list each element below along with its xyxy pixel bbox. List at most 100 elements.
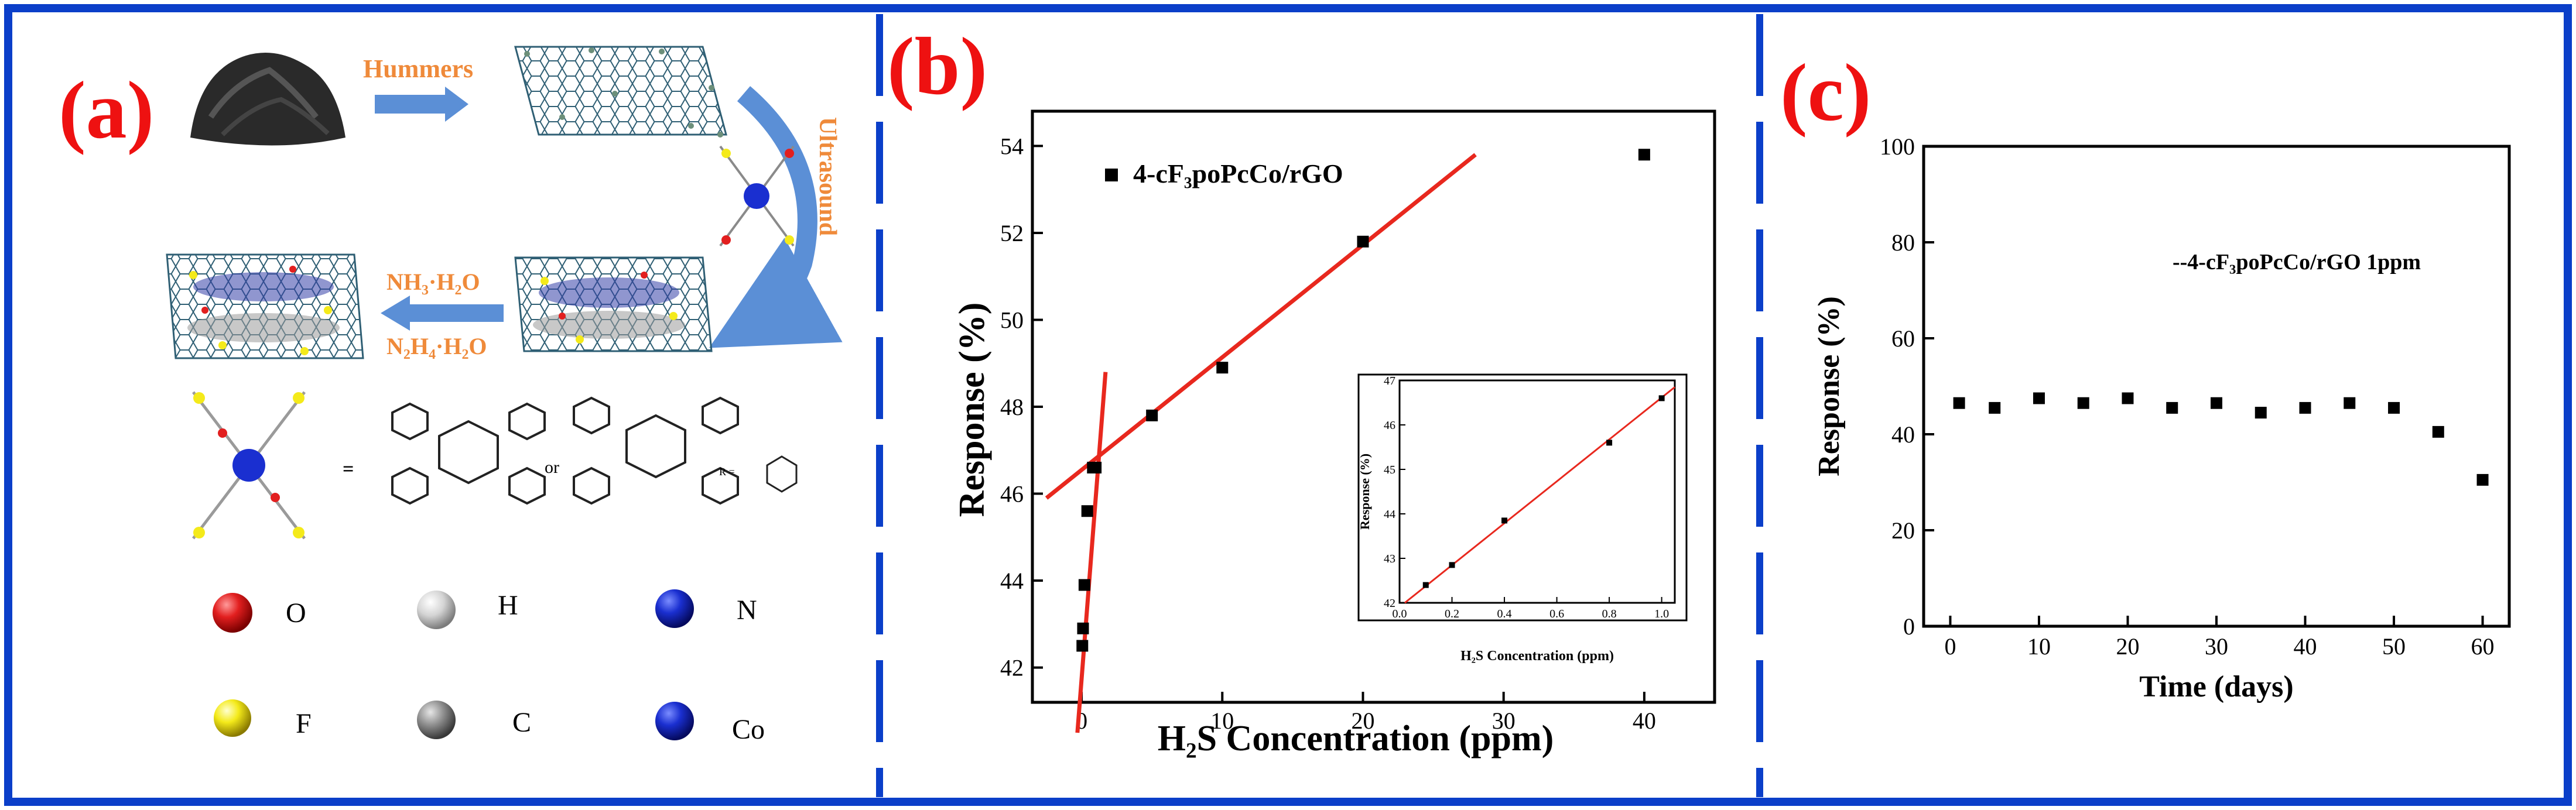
x-tick-label: 50 bbox=[2382, 633, 2406, 660]
hummers-arrow-icon bbox=[375, 87, 468, 122]
chart-b-xlabel: H₂S Concentration (ppm) bbox=[1158, 719, 1554, 758]
x-tick-label: 40 bbox=[2294, 633, 2317, 660]
carbon-sphere-icon bbox=[417, 701, 456, 739]
or-label: or bbox=[545, 458, 559, 477]
y-tick-label: 0 bbox=[1903, 613, 1915, 640]
chart-c-legend-label: --4-cF₃poPcCo/rGO 1ppm bbox=[2173, 250, 2421, 274]
y-tick-label: 46 bbox=[1000, 481, 1024, 507]
y-tick-label: 42 bbox=[1000, 655, 1024, 681]
data-point bbox=[2476, 473, 2489, 486]
inset-x-tick-label: 1.0 bbox=[1654, 608, 1669, 620]
nitrogen-sphere-icon bbox=[655, 589, 694, 628]
x-tick-label: 10 bbox=[2027, 633, 2051, 660]
inset-y-tick-label: 44 bbox=[1384, 508, 1395, 521]
chart-b-legend-label: 4-cF₃poPcCo/rGO bbox=[1133, 159, 1343, 188]
inset-points bbox=[1422, 395, 1665, 588]
x-tick-label: 10 bbox=[1210, 708, 1234, 734]
phthalocyanine-molecule-image bbox=[719, 145, 795, 247]
reduction-arrow-icon bbox=[381, 296, 504, 331]
legend-label-n: N bbox=[737, 595, 757, 626]
fit-line bbox=[1045, 153, 1477, 500]
outer-frame bbox=[4, 4, 2572, 806]
inset-data-point bbox=[1606, 440, 1613, 446]
hummers-step-label: Hummers bbox=[363, 54, 473, 83]
legend-label-h: H bbox=[498, 590, 518, 621]
inset-ylabel: Response (%) bbox=[1357, 454, 1372, 530]
x-tick-label: 20 bbox=[1351, 708, 1374, 734]
y-tick-label: 80 bbox=[1891, 229, 1915, 256]
y-tick-label: 100 bbox=[1880, 133, 1915, 160]
inset-frame bbox=[1357, 373, 1688, 622]
data-point bbox=[2211, 397, 2222, 409]
composite-left-image bbox=[166, 253, 364, 359]
x-tick-label: 20 bbox=[2116, 633, 2139, 660]
legend-label-o: O bbox=[286, 598, 306, 629]
graphene-oxide-sheet-image bbox=[514, 46, 727, 138]
r-equals-label: R = bbox=[719, 466, 735, 478]
composite-right-image bbox=[514, 256, 713, 352]
y-tick-label: 54 bbox=[1000, 133, 1024, 159]
data-point bbox=[2388, 401, 2400, 414]
chart-c-xlabel: Time (days) bbox=[2139, 670, 2293, 703]
inset-plot-area bbox=[1398, 379, 1676, 604]
x-tick-label: 40 bbox=[1633, 708, 1656, 734]
inset-x-tick-label: 0.4 bbox=[1497, 608, 1512, 620]
legend-label-f: F bbox=[296, 708, 312, 739]
chart-b-legend-marker bbox=[1105, 169, 1118, 181]
chart-b-inset: 0.0 0.2 0.4 0.6 0.8 1.0 42 43 44 45 46 47 H₂S Conce… bbox=[1357, 373, 1688, 664]
data-point bbox=[1357, 235, 1369, 248]
cobalt-sphere-icon bbox=[655, 702, 694, 740]
y-tick-label: 60 bbox=[1891, 325, 1915, 352]
chart-b-ylabel: Response (%) bbox=[952, 303, 992, 517]
chart-c-points bbox=[1953, 392, 2489, 486]
legend-label-c: C bbox=[512, 707, 531, 738]
y-tick-label: 50 bbox=[1000, 307, 1024, 333]
inset-y-tick-label: 43 bbox=[1384, 552, 1395, 565]
data-point bbox=[1953, 397, 1965, 409]
oxygen-sphere-icon bbox=[213, 593, 252, 633]
inset-data-point bbox=[1658, 395, 1665, 401]
y-tick-label: 40 bbox=[1891, 421, 1915, 448]
inset-xlabel: H₂S Concentration (ppm) bbox=[1460, 648, 1614, 664]
inset-ticks: 0.0 0.2 0.4 0.6 0.8 1.0 42 43 44 45 46 47 bbox=[1384, 375, 1669, 620]
molecule-3d-image bbox=[192, 391, 306, 540]
chart-c-ticks: 0 10 20 30 40 50 60 0 20 40 60 80 100 bbox=[1880, 133, 2495, 660]
data-point bbox=[1077, 622, 1089, 634]
data-point bbox=[1090, 461, 1102, 473]
chart-b-points bbox=[1076, 149, 1650, 652]
x-tick-label: 30 bbox=[1492, 708, 1516, 734]
x-tick-label: 30 bbox=[2205, 633, 2228, 660]
fluorine-sphere-icon bbox=[214, 699, 251, 737]
panel-a: (a) Hummers Ultrasound bbox=[59, 46, 843, 745]
data-point bbox=[1638, 149, 1650, 161]
inset-y-tick-label: 46 bbox=[1384, 419, 1395, 432]
panel-b-label: (b) bbox=[887, 21, 987, 112]
chart-c-ylabel: Response (%) bbox=[1812, 296, 1846, 476]
inset-x-tick-label: 0.6 bbox=[1549, 608, 1564, 620]
inset-data-point bbox=[1449, 562, 1455, 568]
x-tick-label: 60 bbox=[2471, 633, 2495, 660]
equals-sign: = bbox=[343, 458, 354, 480]
inset-y-tick-label: 47 bbox=[1384, 375, 1395, 387]
ultrasound-arrow-icon bbox=[709, 86, 843, 348]
data-point bbox=[2432, 425, 2444, 438]
data-point bbox=[2077, 397, 2089, 409]
data-point bbox=[2344, 397, 2356, 409]
data-point bbox=[1989, 401, 2001, 414]
data-point bbox=[1081, 505, 1093, 517]
panel-c-label: (c) bbox=[1780, 47, 1871, 138]
inset-y-tick-label: 45 bbox=[1384, 464, 1395, 476]
data-point bbox=[1146, 409, 1158, 421]
structure-formula-1-image bbox=[391, 402, 546, 505]
data-point bbox=[2299, 401, 2311, 414]
y-tick-label: 48 bbox=[1000, 394, 1024, 420]
atom-legend: O H N F C Co bbox=[213, 589, 765, 745]
n2h4-step-label: N₂H₄·H₂O bbox=[386, 333, 487, 359]
r-group-structure-image bbox=[766, 455, 798, 493]
ultrasound-step-label: Ultrasound bbox=[814, 117, 841, 236]
graphite-pile-image bbox=[190, 53, 345, 146]
inset-x-tick-label: 0.8 bbox=[1602, 608, 1617, 620]
